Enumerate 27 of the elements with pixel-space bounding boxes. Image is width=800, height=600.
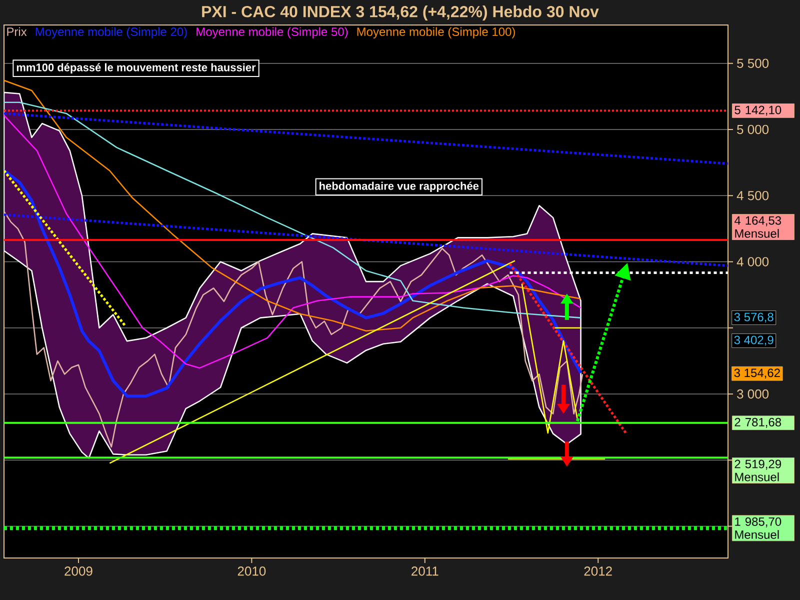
x-tick-label: 2011 [412, 566, 438, 576]
ref-line-label: 5 142,10 [734, 106, 782, 116]
y-tick-label: 3 000 [737, 389, 769, 399]
y-tick-label: 4 000 [736, 257, 769, 266]
text: Moyenne mobile (Simple 50) [196, 27, 348, 38]
text: 3 402,9 [734, 336, 774, 346]
text: Moyenne mobile (Simple 100) [357, 27, 515, 38]
ref-line-label: 4 164,53 Mensuel [734, 216, 782, 238]
y-tick-label: 4 500 [736, 191, 769, 200]
text: Prix [7, 27, 27, 36]
line-series [4, 114, 582, 369]
text: Moyenne mobile (Simple 20) [36, 27, 187, 38]
chart-title: PXI - CAC 40 INDEX 3 154,62 (+4,22%) Hebdo 30 Nov [202, 6, 599, 20]
y-tick-label: 5 500 [737, 58, 769, 68]
y-tick-label: 5 000 [737, 124, 769, 134]
text: 3 576,8 [734, 312, 774, 323]
ref-line-label: 2 781,68 [734, 418, 782, 428]
x-tick-label: 2012 [584, 566, 612, 576]
line-series [4, 168, 582, 398]
line-series [521, 283, 578, 434]
text: 3 154,62 [734, 368, 780, 379]
x-tick-label: 2009 [64, 566, 92, 576]
x-tick-label: 2010 [238, 566, 266, 576]
annotation: mm100 dépassé le mouvement reste haussier [16, 63, 256, 74]
annotation: hebdomadaire vue rapprochée [320, 182, 479, 192]
ref-line-label: 1 985,70 Mensuel [735, 517, 782, 539]
ref-line-label: 2 519,29 Mensuel [734, 460, 782, 482]
